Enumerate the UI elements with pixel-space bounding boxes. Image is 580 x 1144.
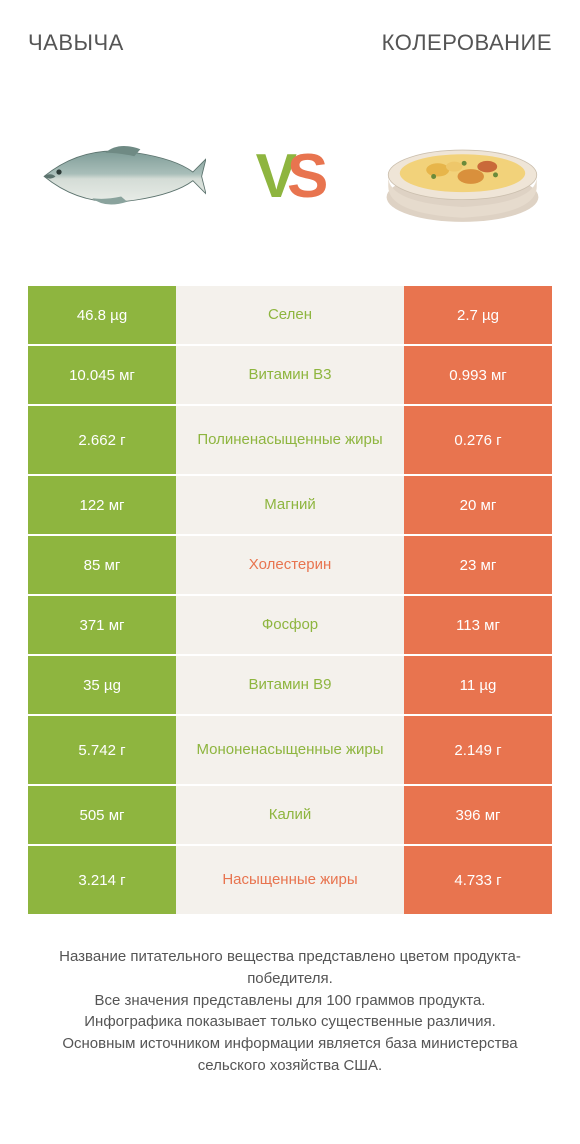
table-row: 505 мгКалий396 мг (28, 786, 552, 846)
left-value: 35 µg (28, 656, 176, 714)
table-row: 35 µgВитамин B911 µg (28, 656, 552, 716)
right-value: 4.733 г (404, 846, 552, 914)
vs-label: V S (256, 141, 325, 212)
right-value: 2.149 г (404, 716, 552, 784)
table-row: 371 мгФосфор113 мг (28, 596, 552, 656)
nutrient-label: Мононенасыщенные жиры (176, 716, 404, 784)
right-value: 2.7 µg (404, 286, 552, 344)
nutrient-label: Селен (176, 286, 404, 344)
table-row: 85 мгХолестерин23 мг (28, 536, 552, 596)
left-value: 85 мг (28, 536, 176, 594)
right-product-image (372, 106, 552, 246)
right-value: 113 мг (404, 596, 552, 654)
left-value: 3.214 г (28, 846, 176, 914)
right-value: 11 µg (404, 656, 552, 714)
table-row: 10.045 мгВитамин B30.993 мг (28, 346, 552, 406)
nutrient-label: Витамин B3 (176, 346, 404, 404)
nutrient-label: Магний (176, 476, 404, 534)
comparison-table: 46.8 µgСелен2.7 µg10.045 мгВитамин B30.9… (28, 286, 552, 916)
left-value: 5.742 г (28, 716, 176, 784)
footnote-line: Все значения представлены для 100 граммо… (28, 990, 552, 1012)
left-value: 46.8 µg (28, 286, 176, 344)
fish-icon (31, 137, 206, 216)
nutrient-label: Полиненасыщенные жиры (176, 406, 404, 474)
table-row: 122 мгМагний20 мг (28, 476, 552, 536)
right-product-title: КОЛЕРОВАНИЕ (382, 30, 552, 56)
footnote-text: Название питательного вещества представл… (28, 946, 552, 1077)
left-product-image (28, 106, 208, 246)
footnote-line: Основным источником информации является … (28, 1033, 552, 1077)
table-row: 46.8 µgСелен2.7 µg (28, 286, 552, 346)
right-value: 20 мг (404, 476, 552, 534)
vs-s: S (287, 141, 324, 212)
left-value: 2.662 г (28, 406, 176, 474)
left-value: 505 мг (28, 786, 176, 844)
nutrient-label: Калий (176, 786, 404, 844)
dish-icon (380, 127, 545, 226)
left-product-title: ЧАВЫЧА (28, 30, 124, 56)
left-value: 10.045 мг (28, 346, 176, 404)
footnote-line: Инфографика показывает только существенн… (28, 1011, 552, 1033)
left-value: 371 мг (28, 596, 176, 654)
right-value: 396 мг (404, 786, 552, 844)
table-row: 2.662 гПолиненасыщенные жиры0.276 г (28, 406, 552, 476)
right-value: 0.993 мг (404, 346, 552, 404)
table-row: 5.742 гМононенасыщенные жиры2.149 г (28, 716, 552, 786)
nutrient-label: Холестерин (176, 536, 404, 594)
nutrient-label: Фосфор (176, 596, 404, 654)
right-value: 0.276 г (404, 406, 552, 474)
nutrient-label: Насыщенные жиры (176, 846, 404, 914)
left-value: 122 мг (28, 476, 176, 534)
right-value: 23 мг (404, 536, 552, 594)
header: ЧАВЫЧА КОЛЕРОВАНИЕ (0, 0, 580, 66)
footnote-line: Название питательного вещества представл… (28, 946, 552, 990)
images-row: V S (0, 66, 580, 286)
nutrient-label: Витамин B9 (176, 656, 404, 714)
table-row: 3.214 гНасыщенные жиры4.733 г (28, 846, 552, 916)
